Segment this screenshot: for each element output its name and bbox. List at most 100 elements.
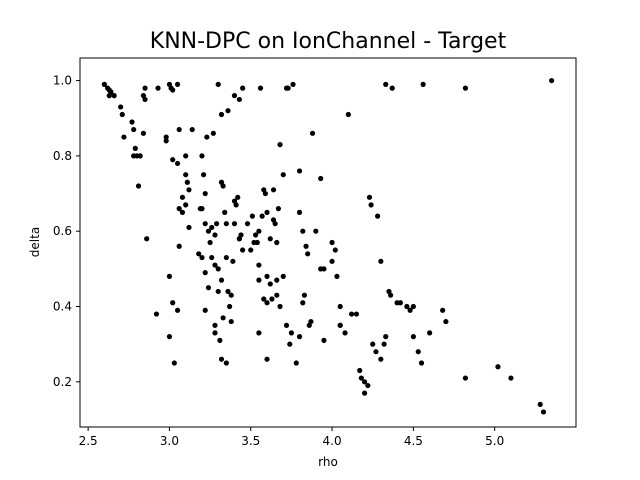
data-point bbox=[321, 337, 327, 343]
data-point bbox=[308, 318, 314, 325]
data-point bbox=[215, 288, 221, 295]
x-tick-label: 3.0 bbox=[160, 434, 179, 448]
data-point bbox=[348, 311, 355, 317]
data-point bbox=[121, 134, 127, 140]
data-point bbox=[209, 224, 215, 231]
data-point bbox=[309, 130, 316, 136]
data-point bbox=[256, 277, 262, 283]
data-point bbox=[227, 303, 233, 310]
y-tick-label: 0.6 bbox=[53, 224, 72, 238]
data-point bbox=[537, 401, 543, 408]
data-point bbox=[440, 307, 446, 313]
data-point bbox=[361, 379, 368, 385]
x-tick-label: 4.0 bbox=[323, 434, 342, 448]
data-point bbox=[495, 364, 501, 370]
data-point bbox=[199, 153, 205, 159]
data-point bbox=[179, 194, 186, 200]
data-point bbox=[540, 409, 547, 415]
data-point bbox=[293, 360, 299, 366]
data-point bbox=[383, 81, 389, 87]
data-point bbox=[383, 334, 389, 340]
data-point bbox=[233, 202, 239, 208]
data-point bbox=[378, 258, 384, 264]
data-point bbox=[254, 239, 260, 246]
data-point bbox=[274, 277, 280, 283]
data-point bbox=[318, 266, 324, 272]
data-point bbox=[137, 153, 143, 159]
data-point bbox=[418, 360, 425, 366]
x-tick-label: 4.5 bbox=[404, 434, 423, 448]
data-point bbox=[410, 303, 416, 310]
data-point bbox=[300, 300, 306, 306]
data-point bbox=[410, 334, 416, 340]
data-point bbox=[280, 172, 286, 178]
data-point bbox=[215, 266, 221, 272]
data-point bbox=[166, 273, 173, 279]
y-tick-label: 0.8 bbox=[53, 149, 72, 163]
data-point bbox=[288, 330, 295, 336]
data-point bbox=[300, 228, 306, 234]
data-point bbox=[285, 85, 291, 91]
data-point bbox=[236, 236, 242, 242]
data-point bbox=[171, 360, 177, 366]
data-point bbox=[212, 232, 218, 238]
data-point bbox=[106, 93, 112, 99]
data-point bbox=[342, 330, 348, 336]
data-point bbox=[329, 258, 335, 264]
data-point bbox=[313, 228, 319, 234]
data-point bbox=[277, 142, 283, 148]
data-point bbox=[261, 296, 267, 302]
data-point bbox=[231, 221, 238, 227]
data-point bbox=[174, 160, 181, 167]
data-point bbox=[287, 341, 293, 347]
data-point bbox=[205, 228, 212, 234]
data-point bbox=[256, 228, 262, 234]
data-point bbox=[329, 239, 335, 246]
data-point bbox=[257, 85, 264, 91]
data-point bbox=[361, 390, 368, 396]
data-point bbox=[264, 356, 270, 362]
data-point bbox=[270, 187, 277, 193]
data-point bbox=[176, 243, 182, 249]
data-point bbox=[269, 296, 275, 302]
data-point bbox=[253, 232, 259, 238]
data-point bbox=[274, 239, 280, 246]
data-point bbox=[274, 292, 280, 298]
data-point bbox=[225, 108, 231, 114]
data-point bbox=[199, 254, 205, 261]
data-point bbox=[197, 206, 203, 212]
y-tick-label: 0.4 bbox=[53, 300, 72, 314]
data-point bbox=[196, 251, 202, 257]
x-tick-label: 2.5 bbox=[79, 434, 98, 448]
data-point bbox=[231, 93, 238, 99]
data-point bbox=[163, 134, 169, 140]
data-point bbox=[357, 367, 363, 374]
data-point bbox=[170, 157, 176, 163]
data-point bbox=[189, 126, 195, 133]
data-point bbox=[186, 224, 192, 231]
data-point bbox=[212, 330, 218, 336]
data-point bbox=[217, 337, 223, 343]
data-point bbox=[366, 194, 373, 200]
data-point bbox=[183, 202, 189, 208]
data-point bbox=[264, 273, 270, 279]
data-point bbox=[228, 318, 234, 325]
data-point bbox=[202, 190, 208, 197]
data-point bbox=[275, 206, 281, 212]
y-axis-label: delta bbox=[28, 227, 42, 257]
data-point bbox=[176, 206, 182, 212]
data-point bbox=[218, 356, 225, 362]
data-point bbox=[443, 318, 449, 325]
data-point bbox=[207, 239, 213, 246]
data-point bbox=[176, 126, 182, 133]
data-point bbox=[212, 262, 218, 268]
data-point bbox=[111, 93, 117, 99]
data-point bbox=[373, 349, 379, 355]
data-point bbox=[397, 300, 403, 306]
data-point bbox=[368, 202, 374, 208]
y-tick-label: 1.0 bbox=[53, 74, 72, 88]
data-point bbox=[305, 251, 311, 257]
data-point bbox=[240, 85, 246, 91]
data-point bbox=[223, 360, 229, 366]
data-point bbox=[508, 375, 514, 381]
